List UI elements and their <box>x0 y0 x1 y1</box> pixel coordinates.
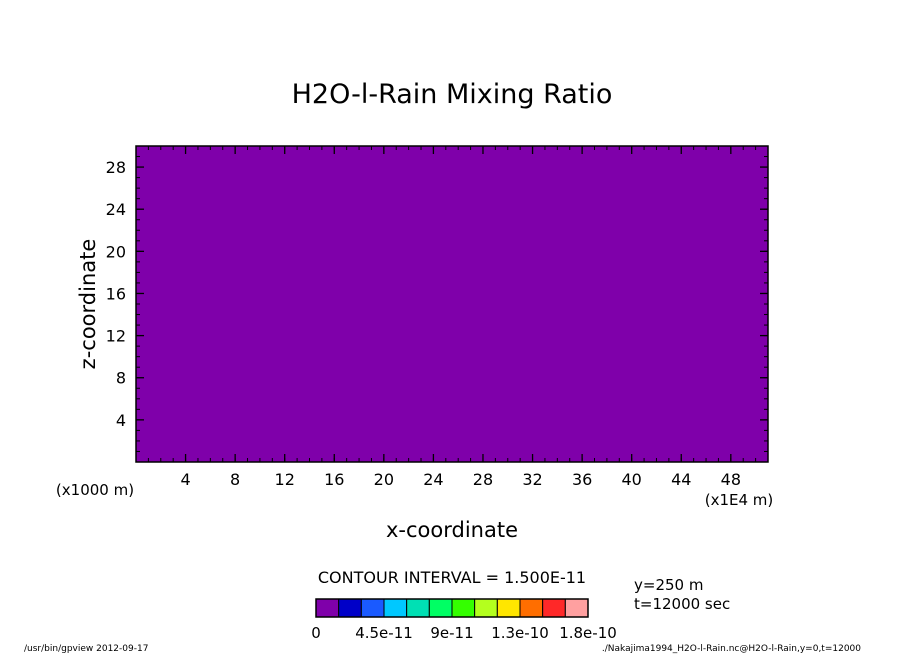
legend-color-box <box>542 598 566 618</box>
legend-color-box <box>519 598 544 618</box>
legend-color-box <box>428 598 453 618</box>
color-legend <box>315 598 589 618</box>
legend-tick-label: 0 <box>311 624 321 642</box>
legend-color-box <box>360 598 385 618</box>
x-axis-ticks: 4 8 12 16 20 24 28 32 36 40 44 48 <box>147 146 757 489</box>
y-tick-label: 24 <box>106 200 126 219</box>
x-tick-label: 36 <box>572 470 592 489</box>
color-legend-labels: 0 4.5e-11 9e-11 1.3e-10 1.8e-10 <box>311 624 617 642</box>
legend-tick-label: 1.8e-10 <box>559 624 617 642</box>
x-tick-label: 44 <box>671 470 691 489</box>
info-time: t=12000 sec <box>634 595 730 613</box>
legend-color-box <box>451 598 476 618</box>
x-unit-label: (x1E4 m) <box>705 491 774 509</box>
footer-left: /usr/bin/gpview 2012-09-17 <box>24 644 148 654</box>
contour-interval-label: CONTOUR INTERVAL = 1.500E-11 <box>318 568 586 587</box>
x-tick-label: 28 <box>473 470 493 489</box>
y-tick-label: 12 <box>106 327 126 346</box>
y-tick-label: 8 <box>116 369 126 388</box>
y-tick-label: 20 <box>106 242 126 261</box>
x-tick-label: 48 <box>721 470 741 489</box>
x-tick-label: 24 <box>423 470 443 489</box>
legend-tick-label: 9e-11 <box>430 624 473 642</box>
legend-color-box <box>315 598 340 618</box>
x-tick-label: 16 <box>324 470 344 489</box>
x-tick-label: 12 <box>275 470 295 489</box>
y-axis-label: z-coordinate <box>76 239 100 370</box>
y-tick-label: 4 <box>116 411 126 430</box>
legend-color-box <box>564 598 589 618</box>
x-tick-label: 8 <box>230 470 240 489</box>
x-tick-label: 40 <box>622 470 642 489</box>
x-tick-label: 20 <box>374 470 394 489</box>
chart-title: H2O-l-Rain Mixing Ratio <box>292 79 613 110</box>
legend-tick-label: 1.3e-10 <box>491 624 549 642</box>
legend-color-box <box>406 598 430 618</box>
legend-color-box <box>474 598 498 618</box>
plot-area <box>135 145 769 463</box>
footer-right: ./Nakajima1994_H2O-l-Rain.nc@H2O-l-Rain,… <box>602 644 861 654</box>
x-axis-label: x-coordinate <box>386 518 518 542</box>
legend-frame <box>315 598 589 618</box>
legend-tick-label: 4.5e-11 <box>355 624 413 642</box>
legend-color-box <box>496 598 521 618</box>
legend-color-box <box>338 598 362 618</box>
x-tick-label: 32 <box>522 470 542 489</box>
y-tick-label: 16 <box>106 284 126 303</box>
y-unit-label: (x1000 m) <box>56 481 134 499</box>
x-tick-label: 4 <box>180 470 190 489</box>
y-tick-label: 28 <box>106 158 126 177</box>
info-y-position: y=250 m <box>634 576 703 594</box>
y-axis-ticks: 4 8 12 16 20 24 28 <box>106 156 768 452</box>
legend-color-box <box>383 598 408 618</box>
